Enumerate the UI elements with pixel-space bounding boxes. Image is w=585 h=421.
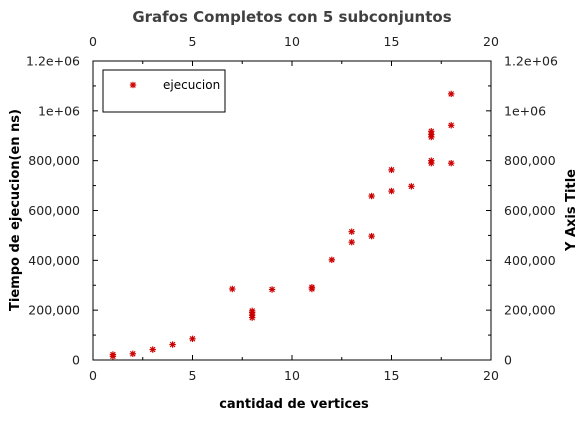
x-axis-label: cantidad de vertices	[219, 397, 369, 412]
y-tick-label-right: 1.2e+06	[504, 54, 558, 69]
x-tick-label: 5	[189, 368, 197, 383]
x-tick-label: 0	[89, 368, 97, 383]
data-point	[109, 351, 117, 358]
data-point	[249, 307, 256, 315]
data-point	[388, 187, 395, 195]
y-tick-label: 200,000	[28, 303, 80, 318]
data-point	[308, 284, 316, 291]
y-axis-label-right: Y Axis Title	[564, 169, 579, 252]
x-tick-label: 15	[384, 368, 400, 383]
y-tick-label-right: 1e+06	[504, 103, 546, 118]
data-points	[109, 90, 455, 360]
y-tick-label-right: 800,000	[504, 153, 556, 168]
data-point	[328, 256, 335, 264]
data-point	[268, 286, 276, 293]
x-tick-label-top: 15	[384, 34, 400, 49]
legend-label: ejecucion	[163, 78, 220, 92]
x-tick-label: 20	[483, 368, 499, 383]
x-tick-label-top: 10	[284, 34, 300, 49]
data-point	[428, 157, 435, 164]
y-tick-label-right: 0	[504, 353, 512, 368]
x-tick-label-top: 0	[89, 34, 97, 49]
data-point	[448, 90, 455, 98]
y-tick-label: 0	[72, 353, 80, 368]
y-tick-label-right: 200,000	[504, 303, 556, 318]
y-tick-label-right: 600,000	[504, 203, 556, 218]
legend: ejecucion	[102, 69, 226, 113]
data-point	[448, 122, 455, 129]
legend-asterisk	[129, 81, 137, 89]
data-point	[428, 128, 435, 135]
data-point	[348, 228, 355, 235]
data-point	[149, 346, 156, 353]
data-point	[408, 183, 415, 190]
data-point	[388, 166, 395, 174]
y-tick-label: 1e+06	[38, 103, 80, 118]
chart-title: Grafos Completos con 5 subconjuntos	[132, 8, 451, 26]
data-point	[368, 232, 375, 240]
x-tick-label-top: 5	[189, 34, 197, 49]
data-point	[368, 192, 375, 200]
legend-box	[102, 69, 226, 113]
y-tick-label: 800,000	[28, 153, 80, 168]
data-point	[448, 159, 455, 167]
y-tick-label: 400,000	[28, 253, 80, 268]
y-tick-label-right: 400,000	[504, 253, 556, 268]
x-tick-label: 10	[284, 368, 300, 383]
data-point	[229, 285, 236, 293]
data-point	[348, 238, 355, 246]
y-tick-label: 1.2e+06	[26, 54, 80, 69]
y-tick-label: 600,000	[28, 203, 80, 218]
data-point	[189, 335, 196, 343]
data-point	[169, 341, 176, 348]
data-point	[129, 350, 136, 357]
legend-marker	[129, 81, 137, 89]
y-axis-label: Tiempo de ejecucion(en ns)	[8, 109, 23, 311]
x-tick-label-top: 20	[483, 34, 499, 49]
